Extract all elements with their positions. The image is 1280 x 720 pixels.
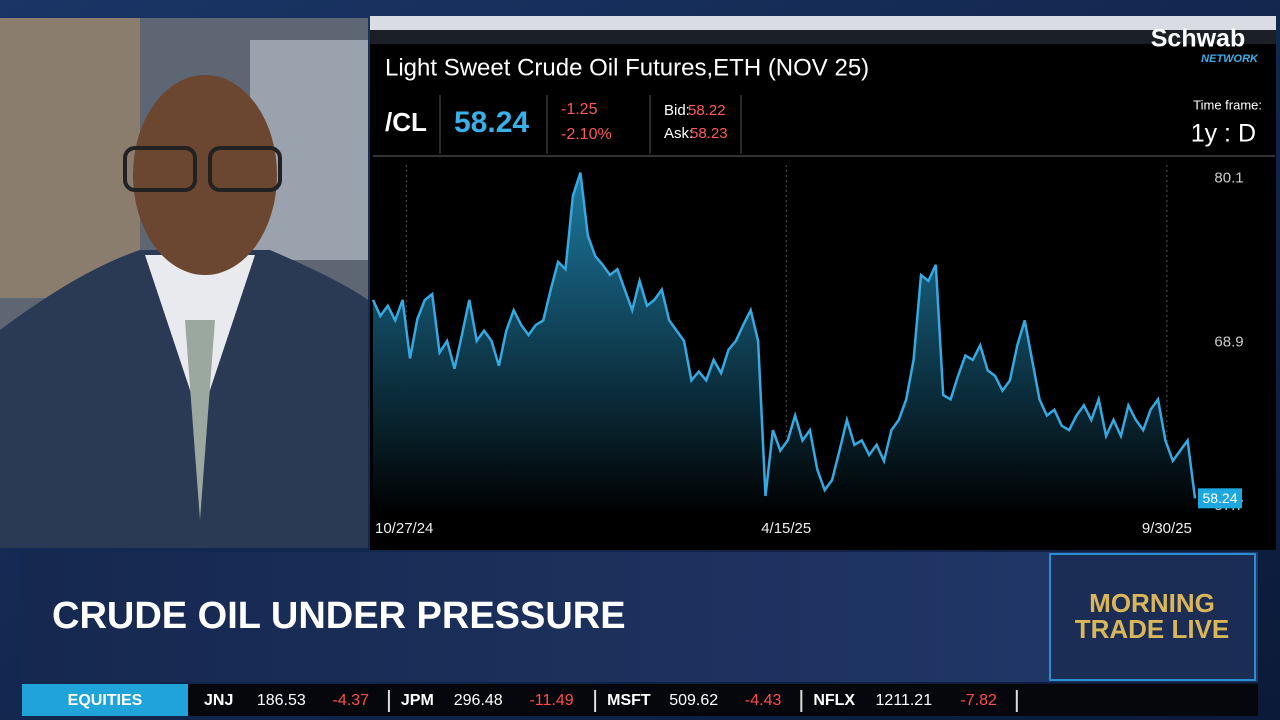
network-logo-sub: NETWORK bbox=[1201, 53, 1259, 65]
network-logo: Schwab bbox=[1151, 25, 1245, 53]
head bbox=[133, 75, 277, 275]
ticker-change: -7.82 bbox=[960, 692, 997, 709]
timeframe: 1y : D bbox=[1191, 120, 1256, 148]
ticker-bg bbox=[22, 684, 1258, 716]
window-toolbar bbox=[370, 30, 1276, 44]
pct-change: -2.10% bbox=[561, 126, 612, 143]
last-price-badge-label: 58.24 bbox=[1202, 490, 1237, 506]
ticker-change: -4.37 bbox=[333, 692, 370, 709]
price-line bbox=[371, 172, 1197, 499]
ticker-section: EQUITIES bbox=[68, 692, 143, 709]
symbol: /CL bbox=[385, 107, 427, 137]
bid-label: Bid: bbox=[664, 102, 690, 119]
last-price-badge bbox=[1198, 488, 1242, 509]
show-logo-line2: TRADE LIVE bbox=[1075, 614, 1230, 644]
suit bbox=[0, 250, 368, 548]
ticker-symbol: NFLX bbox=[813, 692, 855, 709]
glasses-right bbox=[208, 146, 282, 192]
show-logo-line1: MORNING bbox=[1089, 588, 1215, 618]
y-tick-label: 68.9 bbox=[1214, 333, 1243, 350]
chart-window: Light Sweet Crude Oil Futures,ETH (NOV 2… bbox=[370, 16, 1276, 550]
x-tick-label: 9/30/25 bbox=[1142, 520, 1192, 537]
headline: CRUDE OIL UNDER PRESSURE bbox=[52, 595, 626, 637]
ticker-price: 509.62 bbox=[669, 692, 718, 709]
instrument-title: Light Sweet Crude Oil Futures,ETH (NOV 2… bbox=[385, 54, 869, 81]
studio-window bbox=[0, 18, 140, 298]
ticker-change: -4.43 bbox=[745, 692, 782, 709]
presenter-video bbox=[0, 18, 368, 548]
ticker-section-bg bbox=[22, 684, 188, 716]
x-tick-label: 10/27/24 bbox=[375, 520, 433, 537]
net-change: -1.25 bbox=[561, 101, 598, 118]
ticker-price: 186.53 bbox=[257, 692, 306, 709]
ticker-symbol: JPM bbox=[401, 692, 434, 709]
window-titlebar bbox=[370, 16, 1276, 30]
tie bbox=[185, 320, 215, 520]
ticker-symbol: JNJ bbox=[204, 692, 233, 709]
price-area bbox=[373, 172, 1195, 515]
show-logo-box bbox=[1049, 553, 1256, 681]
x-tick-label: 4/15/25 bbox=[761, 520, 811, 537]
bid: 58.22 bbox=[688, 102, 726, 119]
lower-third: CRUDE OIL UNDER PRESSURE MORNING TRADE L… bbox=[22, 552, 1258, 682]
ticker-change: -11.49 bbox=[529, 692, 573, 709]
y-tick-label: 80.1 bbox=[1214, 169, 1243, 186]
ticker-symbol: MSFT bbox=[607, 692, 651, 709]
ticker-price: 296.48 bbox=[454, 692, 503, 709]
glasses-left bbox=[123, 146, 197, 192]
last-price: 58.24 bbox=[454, 106, 529, 139]
ticker-price: 1211.21 bbox=[875, 692, 932, 709]
timeframe-label: Time frame: bbox=[1193, 97, 1262, 112]
ask: 58.23 bbox=[690, 125, 728, 142]
ticker-bar: EQUITIES JNJ 186.53 -4.37 JPM 296.48 -11.49 MS… bbox=[22, 684, 1258, 716]
ask-label: Ask: bbox=[664, 125, 693, 142]
